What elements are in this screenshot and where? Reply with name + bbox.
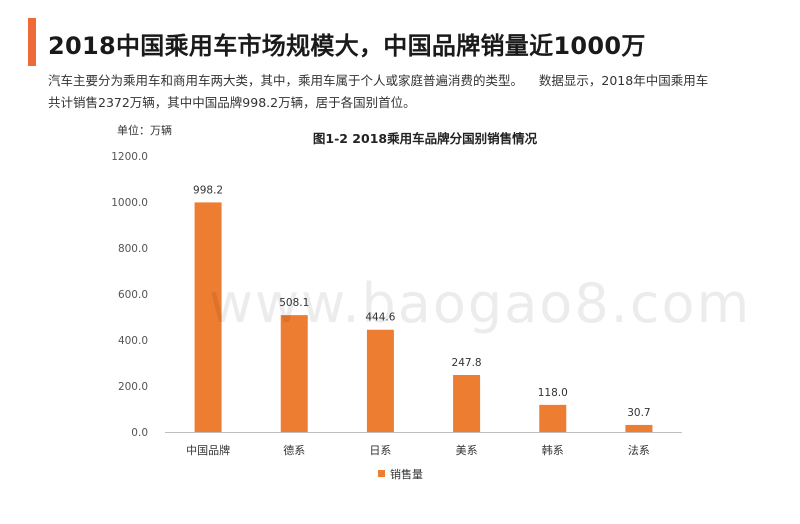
- bar: [453, 375, 481, 432]
- data-label: 118.0: [538, 387, 568, 399]
- y-tick-label: 1200.0: [111, 151, 148, 163]
- description-line-1: 汽车主要分为乘用车和商用车两大类，其中，乘用车属于个人或家庭普遍消费的类型。 数…: [48, 73, 709, 88]
- bar: [539, 404, 567, 432]
- page-title: 2018中国乘用车市场规模大，中国品牌销量近1000万: [48, 32, 646, 60]
- chart-title: 图1-2 2018乘用车品牌分国别销售情况: [313, 131, 538, 146]
- y-tick-label: 1000.0: [111, 197, 148, 209]
- y-tick-label: 800.0: [118, 243, 148, 255]
- category-label: 美系: [456, 444, 478, 457]
- bar: [280, 315, 308, 432]
- legend-label: 销售量: [390, 467, 423, 481]
- bar: [366, 329, 394, 432]
- description-text: 汽车主要分为乘用车和商用车两大类，其中，乘用车属于个人或家庭普遍消费的类型。 数…: [48, 70, 768, 114]
- y-tick-label: 600.0: [118, 289, 148, 301]
- bar: [625, 424, 653, 432]
- data-label: 998.2: [193, 184, 223, 196]
- y-tick-label: 400.0: [118, 335, 148, 347]
- title-accent-bar: [28, 18, 36, 66]
- bar: [194, 202, 222, 432]
- category-label: 韩系: [542, 443, 564, 457]
- unit-label: 单位：万辆: [117, 123, 172, 137]
- y-tick-label: 200.0: [118, 381, 148, 393]
- category-label: 中国品牌: [186, 443, 230, 457]
- y-tick-label: 0.0: [131, 427, 148, 439]
- category-label: 法系: [628, 443, 650, 457]
- data-label: 247.8: [452, 357, 482, 369]
- watermark: www.baogao8.com: [209, 272, 751, 335]
- category-label: 德系: [283, 443, 305, 457]
- data-label: 444.6: [365, 312, 395, 324]
- legend-swatch: [378, 470, 385, 477]
- category-label: 日系: [369, 444, 391, 457]
- description-line-2: 共计销售2372万辆，其中中国品牌998.2万辆，居于各国别首位。: [48, 95, 416, 110]
- data-label: 30.7: [627, 407, 650, 419]
- data-label: 508.1: [279, 297, 309, 309]
